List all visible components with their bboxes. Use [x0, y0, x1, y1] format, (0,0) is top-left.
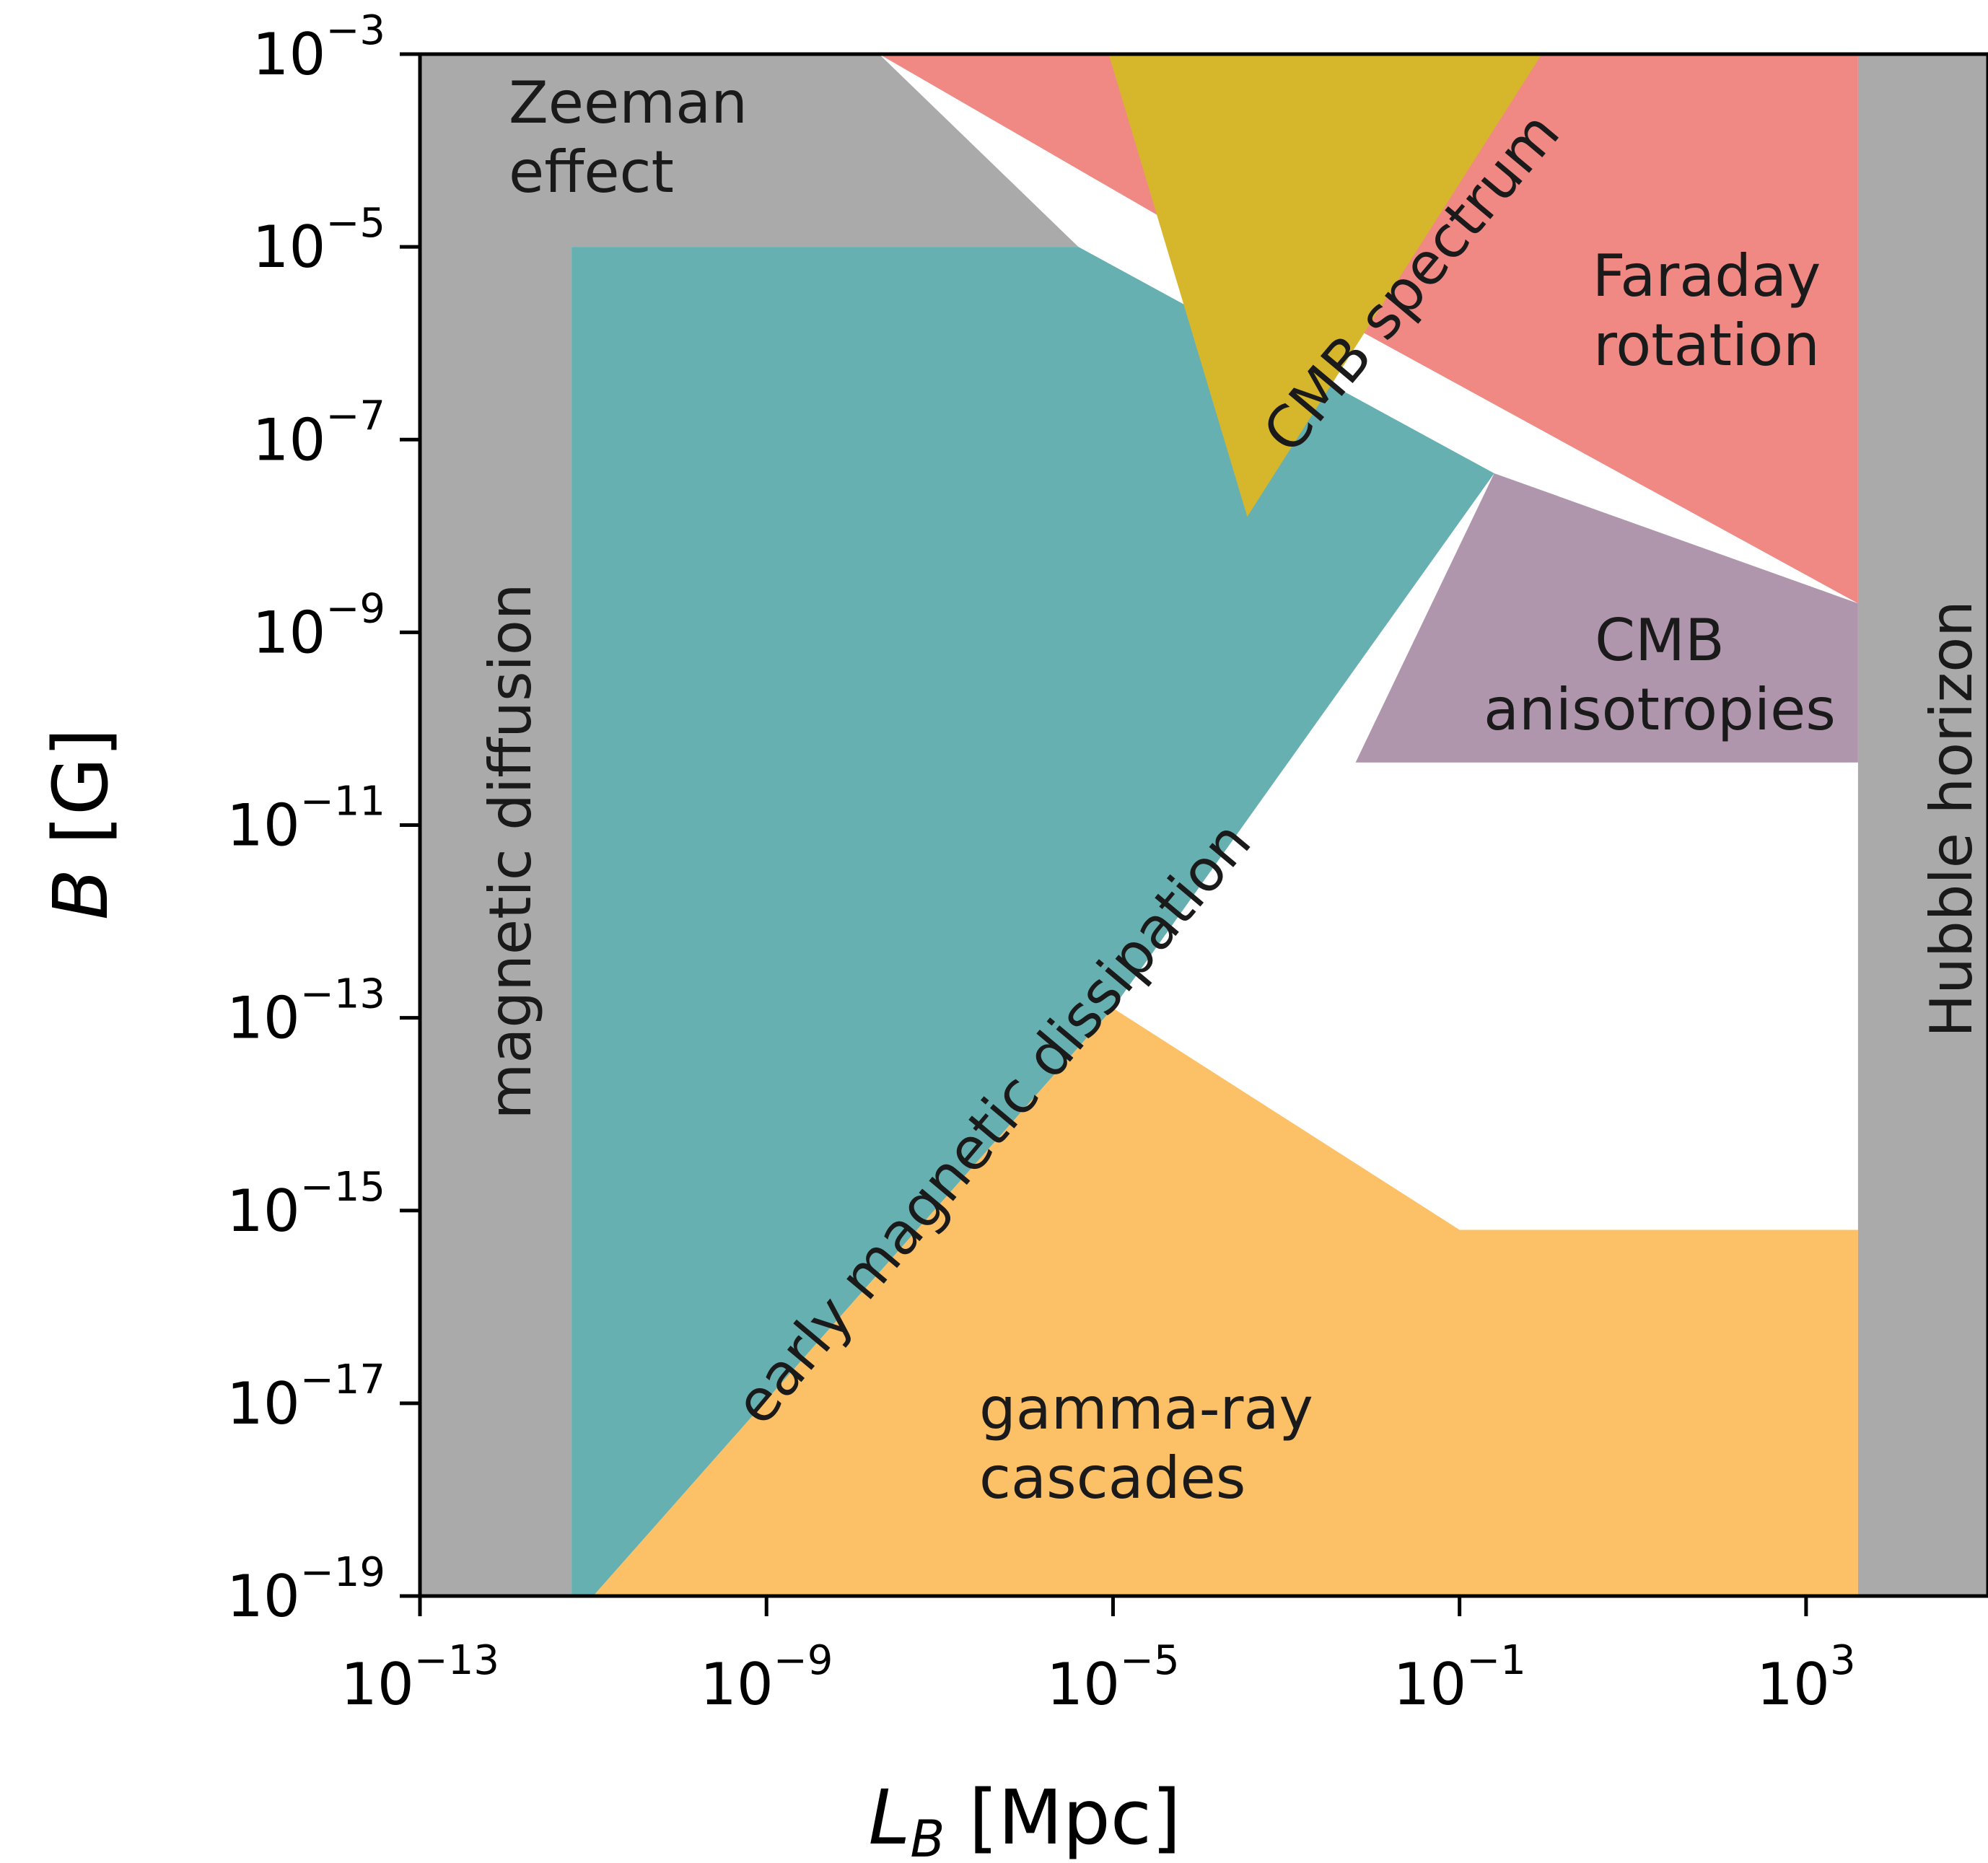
svg-text:LB [Mpc]: LB [Mpc] [868, 1774, 1181, 1863]
y-tick-label: 10−7 [253, 393, 385, 473]
label-line: Zeeman [509, 69, 748, 136]
label-line: gamma-ray [979, 1375, 1313, 1442]
y-tick-label: 10−9 [253, 585, 385, 666]
x-tick-label: 10−9 [700, 1637, 833, 1718]
x-axis-label-subscript: B [910, 1810, 945, 1863]
label-line: Hubble horizon [1918, 600, 1985, 1038]
chart-regions [420, 54, 1988, 1597]
axis-ticks: 10−19 10−17 10−15 10−13 10−11 10−9 10−7 10−5 10−… [227, 7, 1856, 1718]
label-line: anisotropies [1484, 676, 1836, 743]
y-tick-label: 10−3 [253, 7, 385, 88]
label-line: cascades [979, 1445, 1245, 1512]
label-line: magnetic diffusion [477, 583, 544, 1119]
region-faraday-rotation [879, 54, 1858, 604]
y-axis-label-unit: [G] [37, 728, 125, 869]
y-tick-label: 10−13 [227, 971, 385, 1052]
y-tick-label: 10−17 [227, 1356, 385, 1437]
region-cmb-spectrum [1108, 54, 1542, 517]
label-line: rotation [1593, 312, 1820, 379]
label-line: CMB [1595, 607, 1725, 674]
region-cmb-anisotropies [1355, 473, 1858, 763]
x-tick-label: 10−1 [1393, 1637, 1525, 1718]
region-hubble-horizon [1857, 54, 1988, 1596]
x-axis-label-unit: [Mpc] [945, 1774, 1181, 1862]
y-tick-label: 10−11 [227, 779, 385, 859]
y-axis-label-symbol: B [37, 869, 125, 920]
y-tick-label: 10−15 [227, 1164, 385, 1245]
x-tick-label: 10−5 [1046, 1637, 1179, 1718]
label-line: Faraday [1593, 242, 1821, 310]
y-tick-label: 10−19 [227, 1549, 385, 1630]
region-zeeman-effect [420, 54, 1079, 1596]
region-gamma-ray-cascades [593, 1008, 1858, 1596]
label-line: effect [509, 139, 674, 206]
x-tick-label: 10−13 [341, 1637, 499, 1718]
y-axis-label: B [G] [37, 728, 125, 920]
x-axis-label: LB [Mpc] [868, 1774, 1181, 1863]
x-axis-label-symbol: L [868, 1774, 910, 1862]
label-magnetic-diffusion: magnetic diffusion [477, 583, 544, 1119]
region-early-magnetic-dissipation [572, 247, 1494, 1597]
label-hubble-horizon: Hubble horizon [1918, 600, 1985, 1038]
svg-text:B [G]: B [G] [37, 728, 125, 920]
y-tick-label: 10−5 [253, 200, 385, 281]
x-tick-label: 103 [1756, 1637, 1855, 1718]
